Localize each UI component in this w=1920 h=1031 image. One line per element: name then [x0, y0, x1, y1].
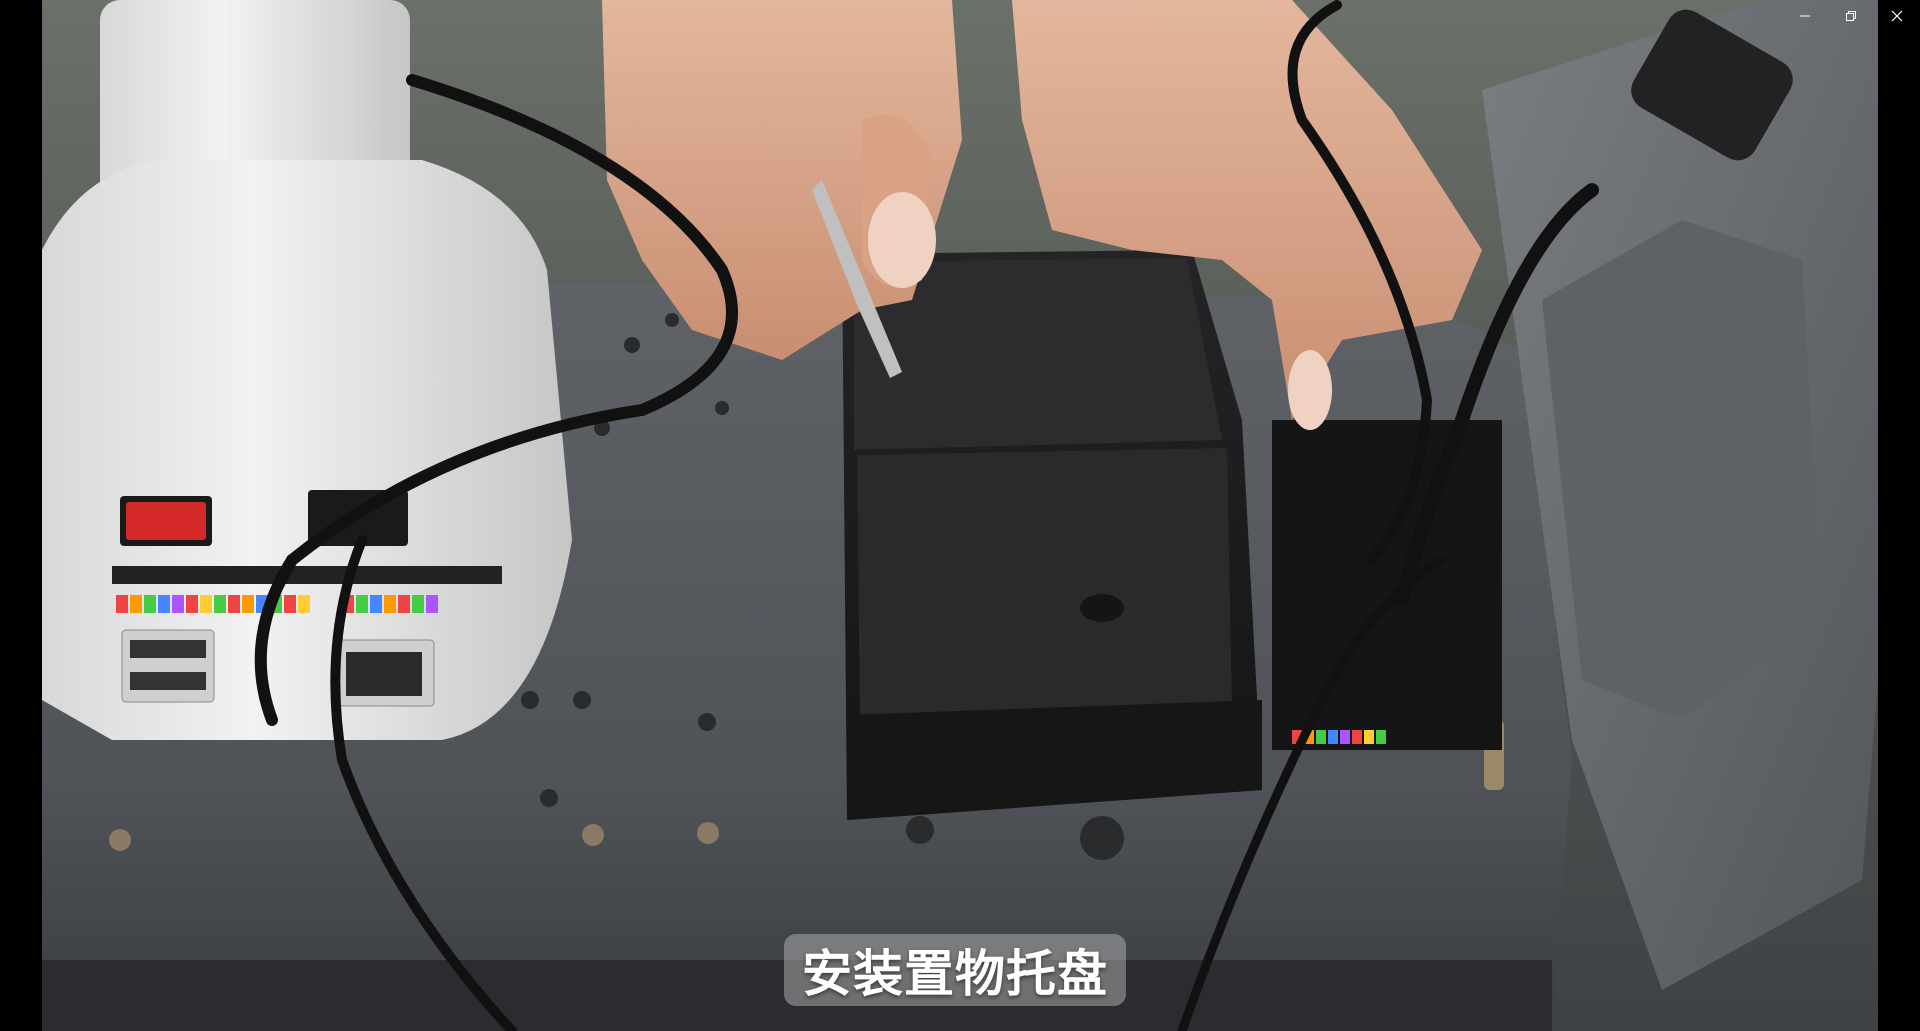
minimize-icon: [1800, 15, 1810, 17]
screwdriver: [812, 180, 902, 378]
mounted-monitor: [1462, 0, 1878, 990]
pin-header: [116, 595, 438, 613]
robot-arm-base: [42, 0, 572, 740]
cables: [254, 0, 1599, 1031]
hands: [602, 0, 1482, 430]
bay-pins: [1292, 730, 1386, 744]
video-frame[interactable]: [42, 0, 1878, 1031]
close-button[interactable]: [1874, 0, 1920, 32]
minimize-button[interactable]: [1782, 0, 1828, 32]
restore-button[interactable]: [1828, 0, 1874, 32]
subtitle-caption: 安装置物托盘: [784, 934, 1126, 1006]
right-fingernail: [1288, 350, 1332, 430]
close-icon: [1891, 10, 1903, 22]
power-switch: [126, 502, 206, 540]
power-connector: [1631, 9, 1793, 161]
left-thumbnail: [868, 192, 936, 288]
window-controls: [1782, 0, 1920, 32]
electronics-bay: [1272, 420, 1502, 750]
video-scene: [42, 0, 1878, 1031]
storage-tray: [842, 250, 1262, 820]
mounting-holes: [102, 313, 1625, 860]
restore-icon: [1846, 11, 1856, 21]
